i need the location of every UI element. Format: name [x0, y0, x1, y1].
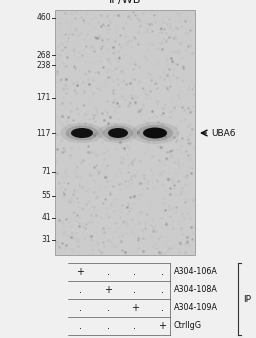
Text: 268: 268	[37, 50, 51, 59]
Text: .: .	[161, 303, 164, 313]
Text: 71: 71	[41, 168, 51, 176]
Text: .: .	[79, 303, 81, 313]
Text: .: .	[79, 321, 81, 331]
Text: 55: 55	[41, 192, 51, 200]
Text: +: +	[158, 321, 166, 331]
Text: .: .	[161, 267, 164, 277]
Text: 238: 238	[37, 61, 51, 70]
Text: .: .	[133, 267, 136, 277]
Text: .: .	[133, 285, 136, 295]
Text: IP/WB: IP/WB	[109, 0, 141, 5]
Ellipse shape	[98, 123, 138, 143]
Ellipse shape	[60, 123, 104, 143]
Text: +: +	[104, 285, 112, 295]
Text: .: .	[79, 285, 81, 295]
Text: 41: 41	[41, 214, 51, 222]
Text: kDa: kDa	[31, 0, 51, 2]
Text: .: .	[106, 267, 110, 277]
Ellipse shape	[131, 122, 179, 144]
Text: 31: 31	[41, 236, 51, 244]
Text: .: .	[106, 321, 110, 331]
Ellipse shape	[66, 125, 99, 141]
Text: CtrlIgG: CtrlIgG	[174, 321, 202, 331]
Text: 460: 460	[36, 14, 51, 23]
Ellipse shape	[143, 127, 167, 139]
Text: UBA6: UBA6	[211, 128, 236, 138]
Text: A304-109A: A304-109A	[174, 304, 218, 313]
Ellipse shape	[103, 125, 133, 141]
Text: A304-106A: A304-106A	[174, 267, 218, 276]
Text: +: +	[76, 267, 84, 277]
Text: IP: IP	[243, 294, 251, 304]
Ellipse shape	[108, 128, 128, 138]
Text: 171: 171	[37, 94, 51, 102]
Text: .: .	[106, 303, 110, 313]
Text: A304-108A: A304-108A	[174, 286, 218, 294]
Text: +: +	[131, 303, 139, 313]
Text: .: .	[161, 285, 164, 295]
Bar	[55, 10, 195, 255]
Text: 117: 117	[37, 128, 51, 138]
Ellipse shape	[137, 125, 173, 141]
Ellipse shape	[71, 128, 93, 138]
Text: .: .	[133, 321, 136, 331]
